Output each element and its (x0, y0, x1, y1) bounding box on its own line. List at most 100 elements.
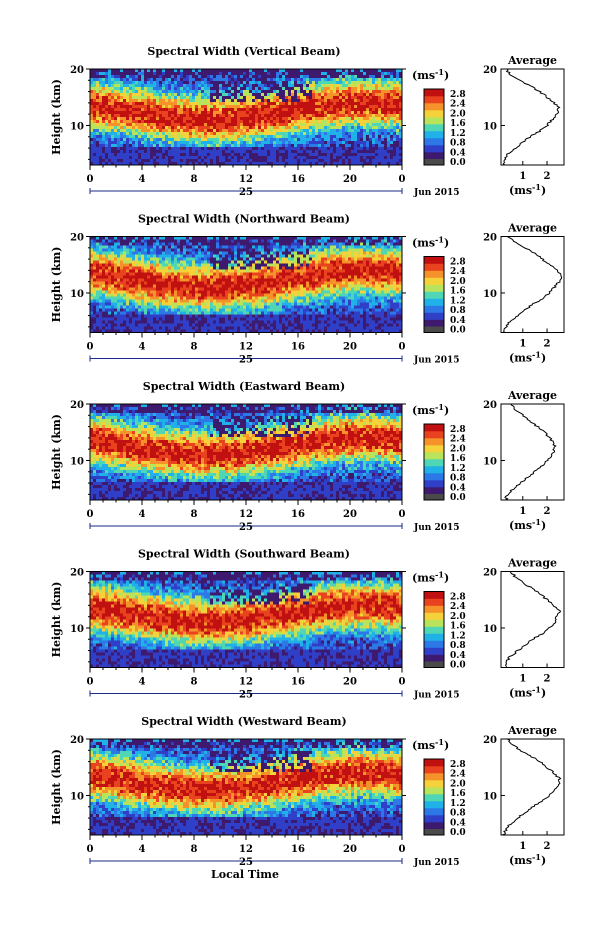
heatmap-cell (291, 135, 295, 139)
heatmap-cell (303, 144, 307, 148)
heatmap-cell (387, 114, 391, 118)
heatmap-cell (207, 69, 211, 73)
heatmap-cell (348, 269, 352, 273)
heatmap-cell (339, 156, 343, 160)
heatmap-cell (186, 72, 190, 76)
heatmap-cell (90, 266, 94, 270)
heatmap-cell (360, 99, 364, 103)
heatmap-cell (177, 126, 181, 130)
heatmap-cell (288, 156, 292, 160)
heatmap-cell (207, 75, 211, 79)
heatmap-cell (384, 239, 388, 243)
average-x-tick-label: 1 (519, 171, 526, 182)
heatmap-cell (291, 81, 295, 85)
heatmap-cell (267, 105, 271, 109)
heatmap-cell (348, 251, 352, 255)
heatmap-cell (108, 239, 112, 243)
heatmap-cell (393, 129, 397, 133)
heatmap-cell (219, 150, 223, 154)
heatmap-cell (150, 96, 154, 100)
heatmap-cell (237, 245, 241, 249)
heatmap-cell (183, 254, 187, 258)
heatmap-cell (219, 87, 223, 91)
heatmap-cell (330, 272, 334, 276)
heatmap-cell (339, 108, 343, 112)
heatmap-cell (390, 102, 394, 106)
heatmap-cell (363, 141, 367, 145)
heatmap-cell (267, 245, 271, 249)
heatmap-cell (333, 129, 337, 133)
heatmap-cell (300, 272, 304, 276)
heatmap-cell (357, 153, 361, 157)
heatmap-cell (270, 129, 274, 133)
heatmap-cell (114, 281, 118, 285)
heatmap-cell (171, 260, 175, 264)
heatmap-cell (264, 239, 268, 243)
heatmap-cell (207, 135, 211, 139)
heatmap-cell (384, 162, 388, 166)
heatmap-cell (333, 156, 337, 160)
heatmap-cell (258, 272, 262, 276)
heatmap-cell (234, 144, 238, 148)
heatmap-cell (210, 117, 214, 121)
heatmap-cell (378, 147, 382, 151)
heatmap-cell (330, 126, 334, 130)
heatmap-cell (336, 257, 340, 261)
heatmap-cell (225, 266, 229, 270)
heatmap-cell (321, 260, 325, 264)
heatmap-cell (318, 269, 322, 273)
heatmap-cell (177, 236, 181, 240)
heatmap-cell (237, 105, 241, 109)
heatmap-cell (177, 129, 181, 133)
heatmap-cell (165, 126, 169, 130)
heatmap-cell (327, 72, 331, 76)
heatmap-cell (117, 108, 121, 112)
heatmap-cell (243, 278, 247, 282)
heatmap-cell (363, 147, 367, 151)
heatmap-cell (354, 117, 358, 121)
heatmap-cell (171, 263, 175, 267)
heatmap-cell (348, 87, 352, 91)
heatmap-cell (249, 162, 253, 166)
heatmap-cell (360, 275, 364, 279)
heatmap-cell (315, 84, 319, 88)
heatmap-cell (252, 75, 256, 79)
heatmap-cell (222, 81, 226, 85)
heatmap-cell (99, 72, 103, 76)
heatmap-cell (156, 120, 160, 124)
heatmap-cell (189, 257, 193, 261)
heatmap-cell (372, 272, 376, 276)
heatmap-cell (198, 75, 202, 79)
heatmap-cell (102, 108, 106, 112)
heatmap-cell (387, 69, 391, 73)
heatmap-cell (273, 147, 277, 151)
heatmap-cell (99, 114, 103, 118)
heatmap-cell (297, 102, 301, 106)
heatmap-cell (117, 257, 121, 261)
heatmap-cell (231, 263, 235, 267)
heatmap-cell (147, 150, 151, 154)
heatmap-cell (348, 248, 352, 252)
heatmap-cell (168, 114, 172, 118)
heatmap-cell (327, 260, 331, 264)
heatmap-cell (399, 111, 403, 115)
heatmap-cell (276, 248, 280, 252)
heatmap-cell (333, 254, 337, 258)
heatmap-cell (147, 75, 151, 79)
heatmap-cell (309, 266, 313, 270)
heatmap-cell (156, 141, 160, 145)
heatmap-cell (267, 150, 271, 154)
heatmap-cell (198, 81, 202, 85)
heatmap-cell (252, 87, 256, 91)
heatmap-cell (198, 84, 202, 88)
heatmap-cell (321, 159, 325, 163)
heatmap-cell (276, 123, 280, 127)
heatmap-cell (282, 75, 286, 79)
heatmap-cell (171, 102, 175, 106)
heatmap-cell (111, 260, 115, 264)
heatmap-cell (396, 147, 400, 151)
heatmap-cell (195, 150, 199, 154)
heatmap-cell (342, 263, 346, 267)
heatmap-cell (201, 108, 205, 112)
heatmap-cell (345, 135, 349, 139)
